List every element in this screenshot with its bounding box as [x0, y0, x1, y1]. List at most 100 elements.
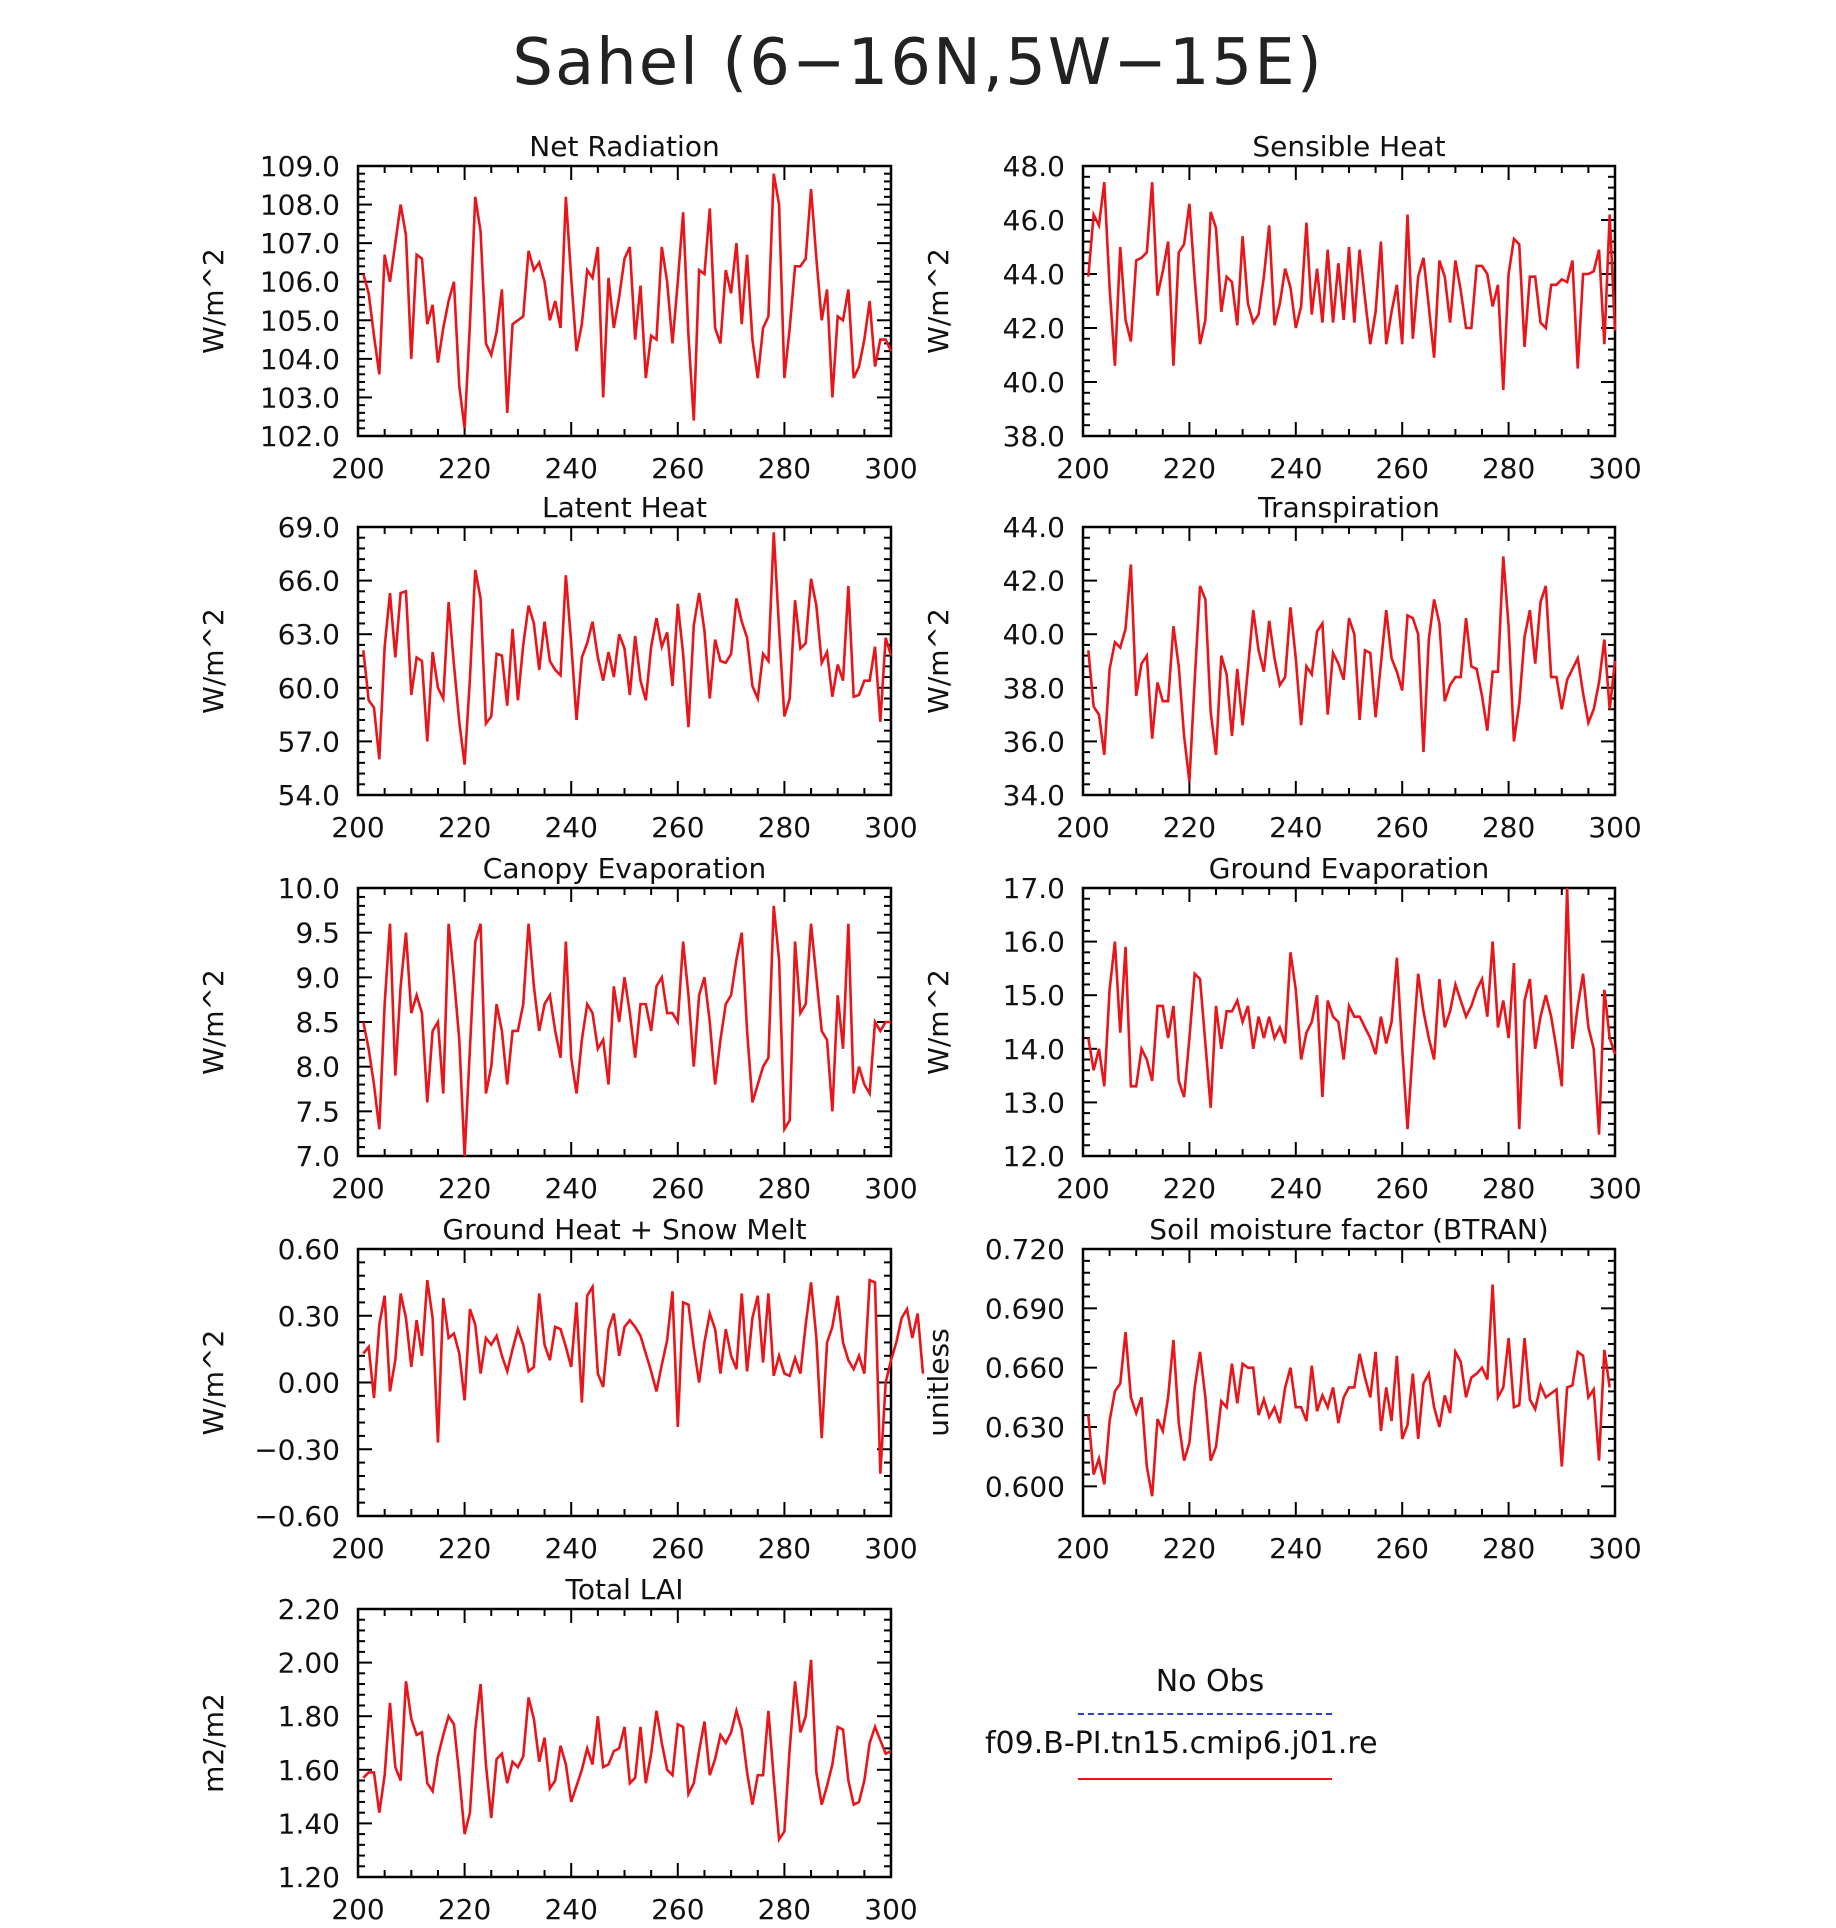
y-tick-label: 0.630 — [985, 1411, 1065, 1444]
y-tick-label: 0.00 — [278, 1367, 340, 1400]
y-tick-label: 42.0 — [1003, 565, 1065, 598]
x-tick-label: 260 — [1375, 452, 1428, 485]
x-tick-label: 220 — [438, 1172, 491, 1205]
y-axis-label: W/m^2 — [922, 608, 955, 714]
y-tick-label: 0.690 — [985, 1292, 1065, 1325]
y-tick-label: 1.20 — [278, 1861, 340, 1894]
x-tick-label: 280 — [758, 811, 811, 844]
y-tick-label: 63.0 — [278, 618, 340, 651]
y-tick-label: 17.0 — [1003, 872, 1065, 905]
y-tick-label: 57.0 — [278, 725, 340, 758]
panel-title: Latent Heat — [542, 491, 707, 524]
y-tick-label: −0.30 — [254, 1433, 340, 1466]
panel-7: 200 220 240 260 280 300 0.600 0.630 0.660 0.690 0.… — [922, 1213, 1642, 1565]
y-axis-label: W/m^2 — [197, 248, 230, 354]
y-tick-label: 10.0 — [278, 872, 340, 905]
x-tick-label: 260 — [651, 811, 704, 844]
x-tick-label: 240 — [544, 1172, 597, 1205]
x-tick-label: 200 — [331, 1532, 384, 1565]
x-tick-label: 200 — [1056, 1172, 1109, 1205]
y-axis-label: W/m^2 — [922, 248, 955, 354]
x-tick-label: 280 — [1482, 1172, 1535, 1205]
y-tick-label: 102.0 — [260, 420, 340, 453]
y-tick-label: 8.5 — [295, 1006, 340, 1039]
panel-title: Net Radiation — [529, 130, 719, 163]
series-line — [362, 905, 891, 1157]
y-tick-label: 1.60 — [278, 1754, 340, 1787]
plot-frame — [1081, 886, 1617, 1158]
legend-obs-line — [1078, 1713, 1332, 1715]
y-axis-label: W/m^2 — [197, 608, 230, 714]
y-tick-label: 13.0 — [1003, 1086, 1065, 1119]
x-tick-label: 240 — [544, 811, 597, 844]
x-tick-label: 300 — [864, 1893, 917, 1926]
y-tick-label: 9.5 — [295, 917, 340, 950]
x-tick-label: 200 — [1056, 811, 1109, 844]
y-tick-label: 106.0 — [260, 266, 340, 299]
x-tick-label: 280 — [758, 1172, 811, 1205]
x-tick-label: 200 — [331, 1172, 384, 1205]
panel-title: Ground Evaporation — [1209, 852, 1490, 885]
series-line — [362, 532, 893, 765]
legend-obs-label: No Obs — [1155, 1664, 1265, 1699]
panel-title: Ground Heat + Snow Melt — [442, 1213, 806, 1246]
x-tick-label: 300 — [1588, 1172, 1641, 1205]
x-tick-label: 200 — [1056, 452, 1109, 485]
x-tick-label: 240 — [544, 1532, 597, 1565]
legend-run-line — [1078, 1778, 1332, 1780]
y-tick-label: 36.0 — [1003, 725, 1065, 758]
series-line — [362, 1278, 925, 1474]
x-tick-label: 220 — [1163, 811, 1216, 844]
x-tick-label: 280 — [758, 1893, 811, 1926]
y-axis-label: unitless — [922, 1328, 955, 1436]
x-tick-label: 300 — [1588, 452, 1641, 485]
y-tick-label: 2.00 — [278, 1647, 340, 1680]
y-tick-label: 40.0 — [1003, 366, 1065, 399]
x-tick-label: 220 — [1163, 1532, 1216, 1565]
x-tick-label: 280 — [758, 1532, 811, 1565]
x-tick-label: 200 — [331, 452, 384, 485]
x-tick-label: 220 — [1163, 452, 1216, 485]
plot-frame — [1081, 164, 1617, 438]
y-tick-label: −0.60 — [254, 1500, 340, 1533]
series-line — [1087, 556, 1617, 782]
x-tick-label: 280 — [758, 452, 811, 485]
y-tick-label: 0.60 — [278, 1233, 340, 1266]
y-tick-label: 38.0 — [1003, 420, 1065, 453]
y-tick-label: 44.0 — [1003, 258, 1065, 291]
x-tick-label: 300 — [864, 1172, 917, 1205]
y-tick-label: 46.0 — [1003, 204, 1065, 237]
x-tick-label: 300 — [864, 452, 917, 485]
x-tick-label: 280 — [1482, 452, 1535, 485]
x-tick-label: 220 — [438, 811, 491, 844]
x-tick-label: 280 — [1482, 1532, 1535, 1565]
x-tick-label: 240 — [544, 452, 597, 485]
y-tick-label: 2.20 — [278, 1593, 340, 1626]
plot-frame — [356, 525, 893, 797]
panel-6: 200 220 240 260 280 300 −0.60 −0.30 0.00 0.30 0.60… — [197, 1213, 925, 1565]
y-tick-label: 7.0 — [295, 1140, 340, 1173]
x-tick-label: 240 — [544, 1893, 597, 1926]
x-tick-label: 240 — [1269, 1532, 1322, 1565]
y-tick-label: 1.40 — [278, 1807, 340, 1840]
x-tick-label: 260 — [651, 452, 704, 485]
plot-frame — [356, 1607, 893, 1879]
y-tick-label: 1.80 — [278, 1700, 340, 1733]
panel-title: Sensible Heat — [1252, 130, 1445, 163]
x-tick-label: 220 — [438, 1532, 491, 1565]
y-tick-label: 104.0 — [260, 343, 340, 376]
panel-5: 200 220 240 260 280 300 12.0 13.0 14.0 15.0 16.0 17… — [922, 852, 1642, 1205]
y-tick-label: 0.600 — [985, 1470, 1065, 1503]
y-tick-label: 66.0 — [278, 565, 340, 598]
y-tick-label: 109.0 — [260, 150, 340, 183]
panel-2: 200 220 240 260 280 300 54.0 57.0 60.0 63.0 66.0 69… — [197, 491, 918, 844]
series-line — [362, 173, 893, 429]
y-tick-label: 54.0 — [278, 779, 340, 812]
y-tick-label: 7.5 — [295, 1095, 340, 1128]
series-line — [362, 1659, 892, 1844]
y-tick-label: 69.0 — [278, 511, 340, 544]
y-tick-label: 14.0 — [1003, 1033, 1065, 1066]
y-tick-label: 107.0 — [260, 227, 340, 260]
y-axis-label: W/m^2 — [197, 969, 230, 1075]
